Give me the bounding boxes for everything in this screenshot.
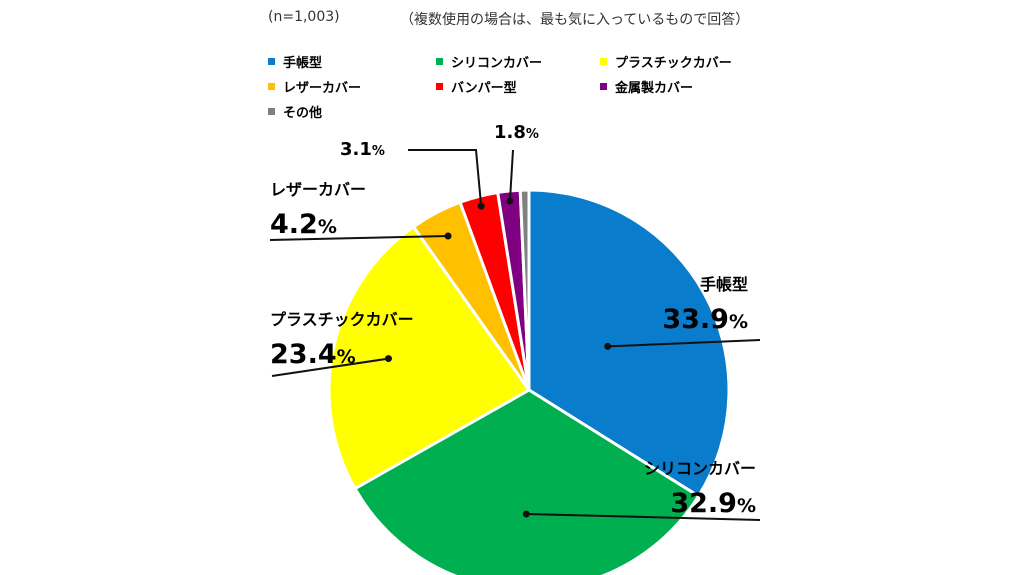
legend-swatch [436, 58, 443, 65]
legend-item-other: その他 [268, 102, 322, 121]
data-label-metal: 1.8% [494, 122, 539, 143]
legend-label: レザーカバー [283, 81, 362, 96]
data-label-techou: 33.9% [662, 304, 748, 335]
legend-swatch [600, 83, 607, 90]
data-label-plastic: 23.4% [270, 339, 356, 370]
data-label-silicone: 32.9% [670, 488, 756, 519]
pie-slice-silicone [352, 388, 701, 575]
legend-item-bumper: バンパー型 [436, 77, 517, 96]
legend-label: 金属製カバー [615, 81, 694, 96]
slice-name-label-silicone: シリコンカバー [644, 459, 756, 478]
leader-line-plastic [271, 357, 389, 377]
legend-label: シリコンカバー [451, 56, 543, 71]
leader-line-metal [508, 149, 514, 202]
data-labels: 手帳型 33.9% シリコンカバー 32.9% プラスチックカバー 23.4% レザーカバー… [270, 122, 756, 519]
leader-line-techou [607, 339, 761, 348]
leader-line-silicone [526, 512, 761, 521]
legend-swatch [268, 58, 275, 65]
slice-name-label-plastic: プラスチックカバー [270, 310, 414, 329]
leader-lines [269, 149, 761, 521]
legend-swatch [436, 83, 443, 90]
legend-label: その他 [283, 106, 323, 121]
legend-item-silicone: シリコンカバー [436, 52, 542, 71]
data-label-bumper: 3.1% [340, 139, 385, 160]
legend-item-metal: 金属製カバー [600, 77, 693, 96]
leader-line-bumper [408, 149, 483, 207]
sample-size-note: (n=1,003) [268, 9, 340, 25]
legend-item-leather: レザーカバー [268, 77, 361, 96]
question-note: （複数使用の場合は、最も気に入っているもので回答） [400, 12, 750, 28]
legend-swatch [268, 108, 275, 115]
pie-slice-plastic [327, 224, 532, 491]
legend-swatch [600, 58, 607, 65]
slice-name-label-techou: 手帳型 [700, 275, 748, 294]
legend-item-plastic: プラスチックカバー [600, 52, 732, 71]
legend-label: プラスチックカバー [615, 56, 732, 71]
legend-label: 手帳型 [283, 56, 323, 71]
legend-label: バンパー型 [451, 81, 517, 96]
data-label-leather: 4.2% [270, 209, 337, 240]
pie-slices [327, 188, 731, 575]
slice-name-label-leather: レザーカバー [270, 180, 366, 199]
leader-line-leather [269, 234, 449, 241]
legend-item-techou: 手帳型 [268, 52, 322, 71]
pie-slice-other [518, 188, 531, 391]
legend-swatch [268, 83, 275, 90]
